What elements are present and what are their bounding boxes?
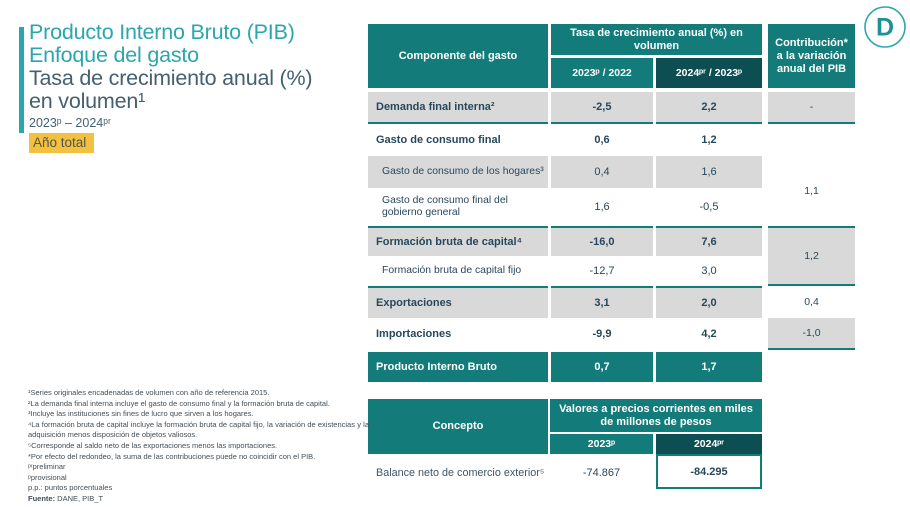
fuente-value: DANE, PIB_T: [55, 493, 104, 503]
row-export-label: Exportaciones: [368, 286, 548, 318]
row-demanda-label: Demanda final interna²: [368, 92, 548, 124]
row-fbk-2024: 7,6: [656, 226, 762, 256]
dane-logo: D: [861, 3, 909, 56]
dane-logo-letter: D: [876, 14, 894, 42]
fuente-label: Fuente:: [28, 493, 56, 503]
header-contribution: Contribución* a la variación anual del P…: [768, 24, 855, 88]
row-demanda-2024: 2,2: [656, 92, 762, 124]
row-fbkf-2023: -12,7: [589, 265, 615, 277]
row-pib-2023: 0,7: [551, 352, 653, 382]
row-balance-2024: -84.295: [656, 454, 762, 489]
footnote-preliminar: ᵖʳpreliminar: [28, 462, 66, 472]
row-fbk-2023: -16,0: [551, 226, 653, 256]
row-export-2024: 2,0: [656, 286, 762, 318]
title-block: Producto Interno Bruto (PIB) Enfoque del…: [29, 21, 359, 153]
row-import-label: Importaciones: [376, 327, 452, 340]
page-title-line2: Enfoque del gasto: [29, 43, 199, 67]
period-label: 2023ᵖ – 2024ᵖʳ: [29, 116, 111, 130]
contrib-consumo: 1,1: [804, 185, 819, 197]
row-hogares-label: Gasto de consumo de los hogares³: [368, 156, 548, 188]
row-demanda-2023: -2,5: [551, 92, 653, 124]
row-balance-2023: -74.867: [582, 467, 621, 479]
row-consumo-final-label: Gasto de consumo final: [376, 133, 501, 146]
footnote-5: ⁵Corresponde al saldo neto de las export…: [28, 440, 278, 450]
row-fbkf-2024: 3,0: [701, 265, 717, 277]
row-fbkf-label: Formación bruta de capital fijo: [382, 264, 522, 276]
page-subtitle-line1: Tasa de crecimiento anual (%): [29, 66, 313, 90]
footnote-asterisk: *Por efecto del redondeo, la suma de las…: [28, 451, 316, 461]
header-component: Componente del gasto: [368, 24, 548, 88]
growth-table: Componente del gasto Tasa de crecimiento…: [368, 24, 855, 382]
values-table: Concepto Valores a precios corrientes en…: [368, 399, 762, 489]
row-consumo-final-2023: 0,6: [594, 134, 610, 146]
header-growth: Tasa de crecimiento anual (%) en volumen: [551, 24, 762, 55]
row-export-2023: 3,1: [551, 286, 653, 318]
contrib-capital: 1,2: [768, 226, 855, 286]
footnote-3: ³Incluye las instituciones sin fines de …: [28, 409, 254, 419]
dane-logo-icon: D: [864, 6, 906, 48]
row-gobierno-2024: -0,5: [699, 201, 719, 213]
page-subtitle-line2: en volumen¹: [29, 89, 146, 113]
footnote-2: ²La demanda final interna incluye el gas…: [28, 398, 330, 408]
header-col-2023: 2023ᵖ / 2022: [551, 58, 653, 88]
period-badge: Año total: [29, 133, 95, 153]
header-col-2024: 2024ᵖʳ / 2023ᵖ: [656, 58, 762, 88]
row-gobierno-label: Gasto de consumo final del gobierno gene…: [382, 194, 508, 219]
header-concept: Concepto: [368, 399, 548, 454]
contrib-import: -1,0: [768, 318, 855, 350]
header-values-2023: 2023ᵖ: [550, 434, 653, 454]
footnote-provisional: ᵖprovisional: [28, 472, 67, 482]
contrib-demanda: -: [768, 92, 855, 124]
row-pib-2024: 1,7: [656, 352, 762, 382]
title-accent-bar: [19, 27, 24, 133]
row-import-2023: -9,9: [592, 328, 612, 340]
footnote-1: ¹Series originales encadenadas de volume…: [28, 388, 270, 397]
footnotes: ¹Series originales encadenadas de volume…: [28, 388, 369, 505]
header-values-2024: 2024ᵖʳ: [656, 434, 762, 454]
row-hogares-2024: 1,6: [656, 156, 762, 188]
footnote-pp: p.p.: puntos porcentuales: [28, 483, 113, 493]
row-hogares-2023: 0,4: [551, 156, 653, 188]
row-pib-label: Producto Interno Bruto: [368, 352, 548, 382]
footnote-fuente: Fuente: DANE, PIB_T: [28, 494, 369, 505]
row-fbk-label: Formación bruta de capital⁴: [368, 226, 548, 256]
row-import-2024: 4,2: [701, 328, 717, 340]
row-gobierno-2023: 1,6: [594, 201, 610, 213]
page-title-line1: Producto Interno Bruto (PIB): [29, 20, 295, 44]
row-balance-label: Balance neto de comercio exterior⁵: [376, 466, 545, 479]
contrib-export: 0,4: [804, 296, 819, 308]
row-consumo-final-2024: 1,2: [701, 134, 717, 146]
header-values: Valores a precios corrientes en miles de…: [550, 399, 762, 432]
footnote-4: ⁴La formación bruta de capital incluye l…: [28, 419, 369, 440]
